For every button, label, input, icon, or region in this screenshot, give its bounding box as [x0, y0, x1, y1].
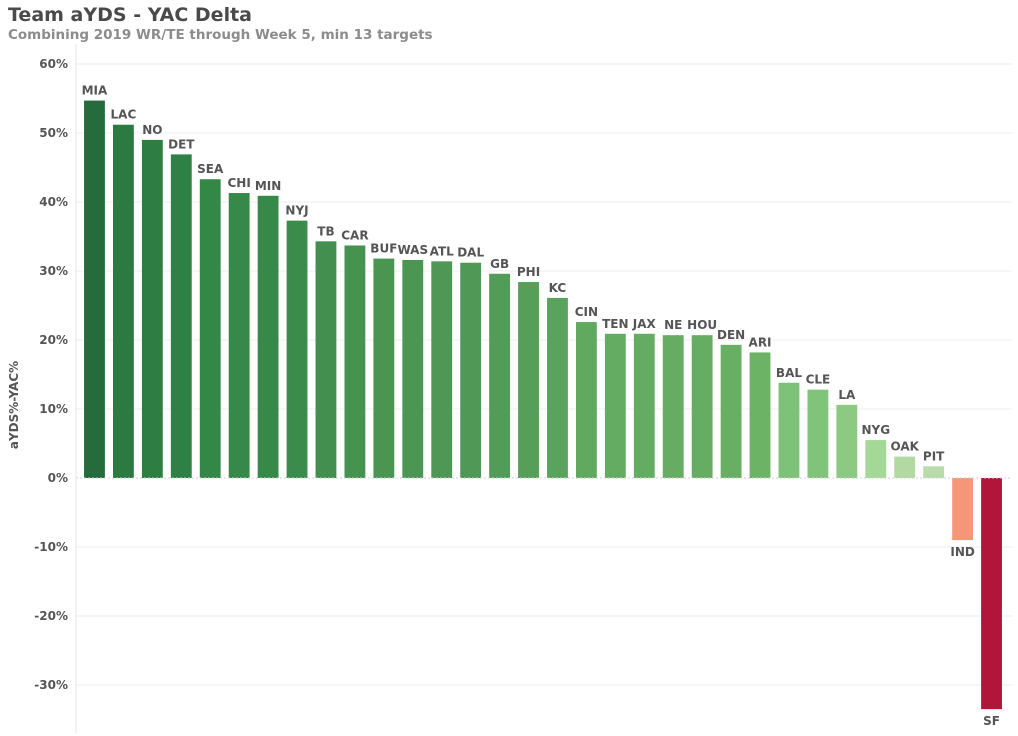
- chart-title: Team aYDS - YAC Delta: [8, 4, 252, 26]
- bar-hou: [691, 335, 713, 478]
- bar-ind: [952, 478, 974, 541]
- bar-label: LAC: [111, 108, 137, 122]
- bar-label: TEN: [602, 317, 628, 331]
- bar-label: TB: [317, 224, 334, 238]
- bar-label: NE: [664, 318, 682, 332]
- bar-chi: [228, 193, 250, 478]
- bar-tb: [315, 241, 337, 478]
- bar-sea: [199, 179, 221, 479]
- chart-subtitle: Combining 2019 WR/TE through Week 5, min…: [8, 27, 433, 43]
- y-tick-label: -10%: [34, 540, 68, 554]
- bar-det: [170, 154, 192, 478]
- bar-den: [720, 344, 742, 478]
- bar-label: WAS: [397, 243, 428, 257]
- y-axis-ticks: 60% 50% 40% 30% 20% 10% 0% -10% -20% -30%: [34, 57, 68, 692]
- y-tick-label: 30%: [39, 264, 68, 278]
- bar-label: ATL: [430, 244, 455, 258]
- bar-kc: [547, 297, 568, 478]
- bar-label: CHI: [227, 176, 250, 190]
- y-tick-label: 40%: [39, 195, 68, 209]
- bar-buf: [373, 258, 395, 478]
- bar-label: DET: [168, 137, 195, 151]
- bar-oak: [894, 456, 916, 478]
- bar-mia: [84, 100, 105, 478]
- bar-label: BAL: [776, 366, 802, 380]
- y-tick-label: 20%: [39, 333, 68, 347]
- y-tick-label: 0%: [48, 471, 68, 485]
- bar-dal: [460, 262, 482, 478]
- bar-label: PHI: [517, 265, 540, 279]
- bar-ne: [662, 335, 684, 478]
- bar-ten: [604, 333, 626, 478]
- bar-phi: [518, 282, 539, 478]
- bar-label: LA: [838, 388, 856, 402]
- bar-label: SF: [983, 714, 1000, 728]
- bar-pit: [923, 466, 945, 478]
- bar-nyj: [286, 220, 308, 478]
- bar-label: OAK: [890, 440, 919, 454]
- bars: [84, 100, 1002, 710]
- bar-jax: [633, 333, 655, 478]
- bar-sf: [981, 478, 1002, 710]
- bar-label: MIN: [255, 179, 281, 193]
- y-tick-label: -20%: [34, 609, 68, 623]
- bar-car: [344, 245, 366, 478]
- bar-label: ARI: [749, 335, 772, 349]
- bar-no: [141, 139, 163, 478]
- bar-label: NO: [142, 123, 162, 137]
- bar-label: PIT: [923, 449, 945, 463]
- bar-label: NYJ: [285, 204, 308, 218]
- y-tick-label: 10%: [39, 402, 68, 416]
- bar-label: CAR: [341, 228, 368, 242]
- bar-lac: [112, 124, 134, 478]
- bar-label: MIA: [82, 84, 108, 98]
- bar-label: DEN: [717, 328, 745, 342]
- bar-label: CIN: [575, 305, 598, 319]
- bar-label: JAX: [632, 317, 657, 331]
- bar-label: KC: [549, 281, 567, 295]
- bar-atl: [431, 261, 453, 478]
- bar-gb: [489, 273, 511, 478]
- bar-min: [257, 195, 279, 479]
- bar-label: GB: [490, 257, 509, 271]
- bar-label: HOU: [687, 318, 717, 332]
- y-tick-label: 50%: [39, 126, 68, 140]
- bar-cin: [575, 322, 597, 478]
- bar-ari: [749, 352, 771, 478]
- bar-bal: [778, 382, 800, 478]
- y-tick-label: 60%: [39, 57, 68, 71]
- bar-label: SEA: [197, 162, 224, 176]
- y-axis-label: aYDS%-YAC%: [7, 361, 21, 449]
- bar-was: [402, 259, 424, 478]
- bar-label: IND: [950, 545, 975, 559]
- bar-cle: [807, 389, 829, 478]
- bar-nyg: [865, 440, 887, 478]
- y-tick-label: -30%: [34, 678, 68, 692]
- bar-label: CLE: [806, 373, 831, 387]
- bar-label: BUF: [370, 242, 397, 256]
- bar-label: NYG: [861, 423, 890, 437]
- bar-la: [836, 404, 858, 478]
- bar-label: DAL: [457, 246, 484, 260]
